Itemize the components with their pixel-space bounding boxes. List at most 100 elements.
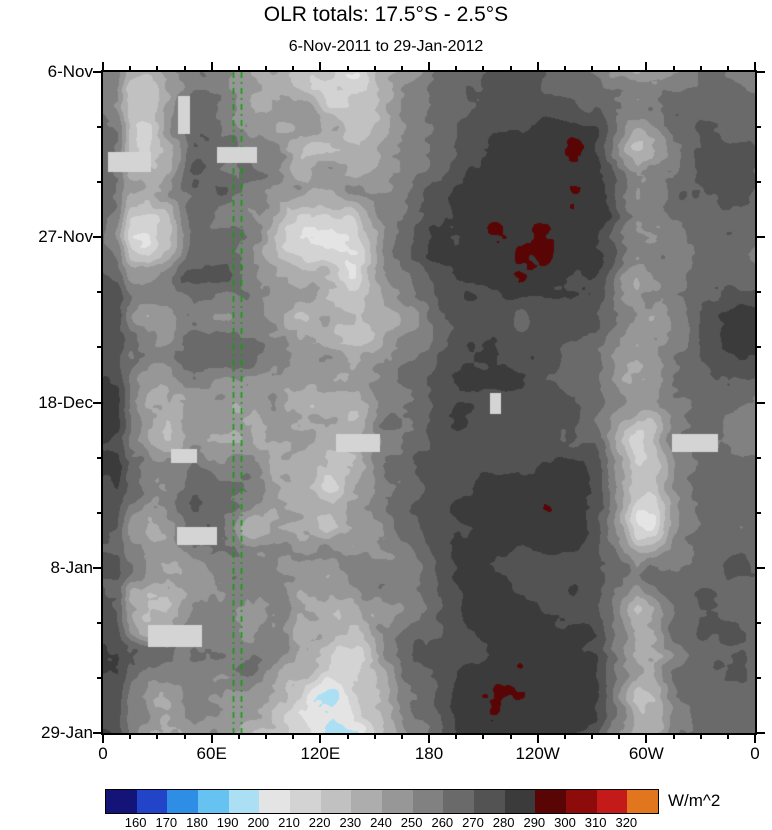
tick-mark bbox=[237, 66, 240, 70]
tick-mark bbox=[455, 66, 458, 70]
tick-mark bbox=[536, 62, 539, 70]
tick-mark bbox=[757, 181, 761, 184]
olr-heatmap-canvas bbox=[103, 72, 755, 733]
colorbar-tick-label: 240 bbox=[370, 815, 392, 830]
tick-mark bbox=[757, 126, 761, 129]
colorbar-tick-label: 290 bbox=[523, 815, 546, 830]
tick-mark bbox=[699, 66, 702, 70]
tick-mark bbox=[482, 735, 485, 739]
y-tick-label: 27-Nov bbox=[38, 227, 93, 247]
y-tick-label: 8-Jan bbox=[50, 557, 93, 577]
colorbar bbox=[105, 789, 659, 814]
tick-mark bbox=[672, 735, 675, 739]
tick-mark bbox=[400, 66, 403, 70]
tick-mark bbox=[102, 735, 104, 743]
colorbar-segment bbox=[167, 790, 199, 813]
tick-mark bbox=[757, 566, 765, 569]
tick-mark bbox=[237, 735, 240, 739]
tick-mark bbox=[645, 735, 648, 743]
colorbar-tick-label: 160 bbox=[124, 815, 147, 830]
tick-mark bbox=[757, 676, 761, 679]
colorbar-tick-label: 170 bbox=[155, 815, 178, 830]
colorbar-segment bbox=[535, 790, 567, 813]
colorbar-segment bbox=[320, 790, 352, 813]
colorbar-segment bbox=[351, 790, 383, 813]
tick-mark bbox=[346, 735, 349, 739]
tick-mark bbox=[536, 735, 539, 743]
colorbar-segment bbox=[106, 790, 137, 813]
x-tick-label: 120E bbox=[300, 744, 341, 763]
plot-frame bbox=[101, 70, 757, 735]
tick-mark bbox=[97, 291, 101, 294]
x-tick-label: 60W bbox=[628, 744, 664, 763]
x-tick-label: 120W bbox=[515, 744, 560, 763]
colorbar-segment bbox=[627, 790, 659, 813]
tick-mark bbox=[757, 346, 761, 349]
tick-mark bbox=[757, 401, 765, 404]
colorbar-tick-label: 310 bbox=[584, 815, 607, 830]
colorbar-tick-label: 320 bbox=[615, 815, 638, 830]
colorbar-tick-label: 260 bbox=[431, 815, 454, 830]
x-tick-label: 0 bbox=[750, 744, 760, 763]
tick-mark bbox=[156, 735, 159, 739]
tick-mark bbox=[183, 66, 186, 70]
x-tick-label: 0 bbox=[98, 744, 108, 763]
colorbar-tick-label: 250 bbox=[400, 815, 423, 830]
x-tick-label: 180 bbox=[414, 744, 444, 763]
tick-mark bbox=[93, 401, 101, 404]
tick-mark bbox=[400, 735, 403, 739]
tick-mark bbox=[757, 71, 765, 73]
y-tick-label: 29-Jan bbox=[41, 723, 93, 742]
tick-mark bbox=[93, 566, 101, 569]
tick-mark bbox=[428, 62, 430, 70]
colorbar-segment bbox=[504, 790, 536, 813]
tick-mark bbox=[482, 66, 485, 70]
colorbar-tick-label: 220 bbox=[308, 815, 331, 830]
chart-subtitle: 6-Nov-2011 to 29-Jan-2012 bbox=[288, 38, 484, 55]
colorbar-segment bbox=[136, 790, 168, 813]
tick-mark bbox=[672, 66, 675, 70]
tick-mark bbox=[455, 735, 458, 739]
chart-title: OLR totals: 17.5°S - 2.5°S bbox=[263, 3, 509, 26]
colorbar-units-label: W/m^2 bbox=[668, 791, 721, 810]
colorbar-segment bbox=[290, 790, 321, 813]
tick-mark bbox=[591, 66, 593, 70]
tick-mark bbox=[319, 62, 322, 70]
tick-mark bbox=[346, 66, 349, 70]
tick-mark bbox=[757, 621, 761, 624]
tick-mark bbox=[563, 66, 566, 70]
tick-mark bbox=[509, 735, 512, 739]
tick-mark bbox=[97, 181, 101, 184]
tick-mark bbox=[428, 735, 430, 743]
colorbar-segment bbox=[382, 790, 413, 813]
tick-mark bbox=[757, 456, 761, 459]
tick-mark bbox=[97, 456, 101, 459]
tick-mark bbox=[265, 66, 267, 70]
tick-mark bbox=[319, 735, 322, 743]
colorbar-segment bbox=[198, 790, 229, 813]
colorbar-segment bbox=[443, 790, 475, 813]
tick-mark bbox=[373, 735, 376, 739]
colorbar-segment bbox=[566, 790, 597, 813]
tick-mark bbox=[97, 511, 101, 514]
tick-mark bbox=[265, 735, 267, 739]
colorbar-tick-label: 200 bbox=[247, 815, 270, 830]
tick-mark bbox=[645, 62, 648, 70]
tick-mark bbox=[699, 735, 702, 739]
y-tick-label: 6-Nov bbox=[47, 62, 93, 81]
tick-mark bbox=[757, 291, 761, 294]
tick-mark bbox=[591, 735, 593, 739]
tick-mark bbox=[509, 66, 512, 70]
tick-mark bbox=[757, 732, 765, 734]
tick-mark bbox=[754, 735, 756, 743]
tick-mark bbox=[93, 236, 101, 239]
colorbar-segment bbox=[596, 790, 628, 813]
tick-mark bbox=[754, 62, 756, 70]
tick-mark bbox=[618, 735, 621, 739]
tick-mark bbox=[97, 676, 101, 679]
tick-mark bbox=[563, 735, 566, 739]
y-tick-label: 18-Dec bbox=[38, 392, 93, 412]
tick-mark bbox=[757, 511, 761, 514]
colorbar-segment bbox=[228, 790, 260, 813]
